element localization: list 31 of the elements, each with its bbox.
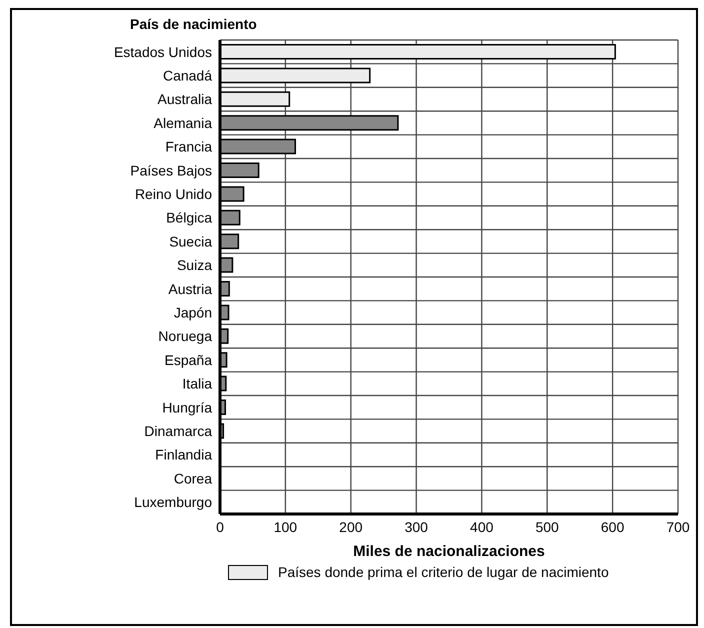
x-tick-label: 300 [404,518,428,535]
x-tick-label: 500 [535,518,560,535]
y-tick-label: Dinamarca [144,423,212,440]
x-tick-label: 700 [666,518,690,535]
x-tick-label: 0 [216,518,224,535]
y-tick-label: España [164,352,212,368]
y-tick-label: Estados Unidos [114,44,212,60]
y-tick-label: Corea [174,470,212,486]
y-tick-label: Canadá [162,68,212,84]
y-tick-label: Finlandia [155,446,212,463]
x-tick-label: 100 [274,518,298,535]
x-tick-label: 400 [470,518,494,535]
y-tick-label: Países Bajos [130,162,212,178]
y-tick-label: Reino Unido [134,186,212,202]
y-tick-label: Francia [165,138,212,155]
y-tick-label: Japón [174,304,212,321]
y-tick-label: Luxemburgo [134,494,212,510]
y-tick-label: Austria [168,280,212,297]
y-tick-label: Suecia [169,233,212,250]
x-axis-title: Miles de nacionalizaciones [353,543,545,560]
chart-title: País de nacimiento [130,16,257,32]
y-tick-label: Alemania [154,114,212,131]
y-tick-label: Italia [182,376,212,392]
y-tick-label: Bélgica [166,210,212,226]
legend-label: Países donde prima el criterio de lugar de nacimiento [278,564,609,580]
x-tick-label: 600 [600,518,624,535]
y-tick-label: Hungría [162,399,212,416]
x-tick-label: 200 [339,518,363,535]
y-tick-label: Suiza [176,257,212,274]
y-tick-label: Noruega [158,328,212,344]
y-tick-label: Australia [158,91,212,108]
